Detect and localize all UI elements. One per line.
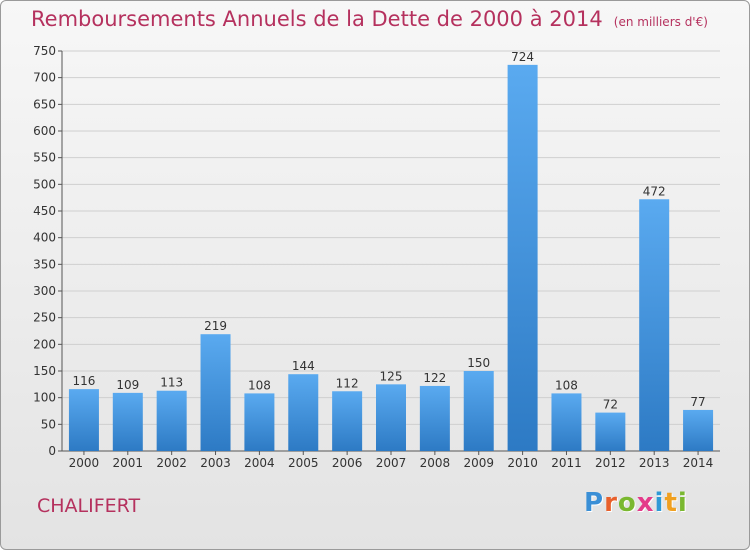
y-tick-label: 200	[33, 337, 56, 351]
unit-label: (en milliers d'€)	[613, 15, 708, 29]
x-tick-label: 2002	[156, 456, 187, 470]
y-tick-label: 700	[33, 71, 56, 85]
data-label: 122	[423, 371, 446, 385]
x-tick-label: 2007	[376, 456, 407, 470]
x-tick-label: 2000	[69, 456, 100, 470]
data-label: 113	[160, 376, 183, 390]
data-label: 72	[603, 398, 618, 412]
data-label: 77	[690, 395, 705, 409]
data-label: 108	[248, 378, 271, 392]
logo-letter: o	[617, 488, 637, 518]
x-tick-label: 2006	[332, 456, 363, 470]
data-label: 125	[380, 369, 403, 383]
data-label: 724	[511, 50, 534, 64]
data-label: 109	[116, 378, 139, 392]
logo-letter: r	[604, 488, 618, 518]
y-tick-label: 750	[33, 44, 56, 58]
logo-letter: t	[664, 488, 678, 518]
x-tick-label: 2009	[463, 456, 494, 470]
y-tick-label: 0	[48, 444, 56, 458]
bar	[112, 392, 143, 451]
bar	[683, 409, 714, 451]
data-label: 112	[336, 376, 359, 390]
bar	[507, 64, 538, 451]
x-tick-label: 2012	[595, 456, 626, 470]
data-label: 108	[555, 378, 578, 392]
x-tick-label: 2008	[420, 456, 451, 470]
chart-title: Remboursements Annuels de la Dette de 20…	[31, 7, 708, 31]
data-label: 144	[292, 359, 315, 373]
title-text: Remboursements Annuels de la Dette de 20…	[31, 7, 603, 31]
bar	[463, 371, 494, 451]
x-tick-label: 2011	[551, 456, 582, 470]
x-tick-label: 2005	[288, 456, 319, 470]
commune-name: CHALIFERT	[37, 495, 141, 517]
y-tick-label: 650	[33, 97, 56, 111]
logo-letter: i	[677, 488, 688, 518]
logo-letter: i	[654, 488, 665, 518]
bar	[419, 385, 450, 451]
bar	[156, 390, 187, 451]
proxiti-logo[interactable]: Proxiti	[584, 488, 688, 518]
bar	[376, 384, 406, 451]
bar	[332, 391, 363, 451]
y-tick-label: 550	[33, 151, 56, 165]
y-tick-label: 400	[33, 231, 56, 245]
data-label: 116	[72, 374, 95, 388]
x-tick-label: 2014	[683, 456, 714, 470]
logo-letter: P	[584, 488, 605, 518]
bar	[595, 412, 626, 451]
x-tick-label: 2001	[113, 456, 144, 470]
bar	[244, 393, 275, 451]
y-tick-label: 250	[33, 311, 56, 325]
data-label: 150	[467, 356, 490, 370]
y-tick-label: 600	[33, 124, 56, 138]
y-tick-label: 500	[33, 177, 56, 191]
x-tick-label: 2004	[244, 456, 275, 470]
bar	[639, 199, 670, 451]
y-tick-label: 50	[41, 417, 56, 431]
x-tick-label: 2013	[639, 456, 670, 470]
bar	[68, 389, 99, 451]
y-tick-label: 450	[33, 204, 56, 218]
bar	[551, 393, 582, 451]
data-label: 472	[643, 184, 666, 198]
logo-letter: x	[636, 488, 655, 518]
data-label: 219	[204, 319, 227, 333]
x-tick-label: 2010	[507, 456, 538, 470]
bar	[288, 374, 319, 451]
y-tick-label: 300	[33, 284, 56, 298]
y-tick-label: 100	[33, 391, 56, 405]
y-tick-label: 150	[33, 364, 56, 378]
bar	[200, 334, 231, 451]
y-tick-label: 350	[33, 257, 56, 271]
x-tick-label: 2003	[200, 456, 231, 470]
